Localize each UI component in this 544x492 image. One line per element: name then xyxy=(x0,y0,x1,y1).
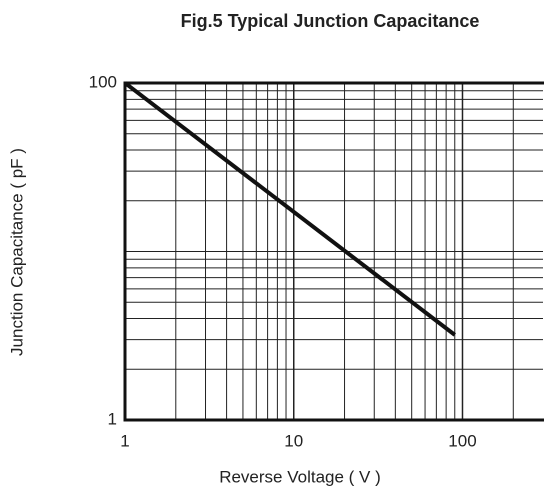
y-axis-label: Junction Capacitance ( pF ) xyxy=(7,148,26,356)
y-tick-label: 100 xyxy=(89,72,117,91)
data-line xyxy=(123,81,456,337)
y-tick-label: 1 xyxy=(108,409,117,428)
x-tick-label: 10 xyxy=(284,431,303,450)
x-axis-label: Reverse Voltage ( V ) xyxy=(219,467,381,486)
plot-frame xyxy=(123,81,544,422)
chart-title: Fig.5 Typical Junction Capacitance xyxy=(181,11,480,31)
x-tick-label: 1 xyxy=(120,431,129,450)
x-tick-label: 100 xyxy=(448,431,476,450)
